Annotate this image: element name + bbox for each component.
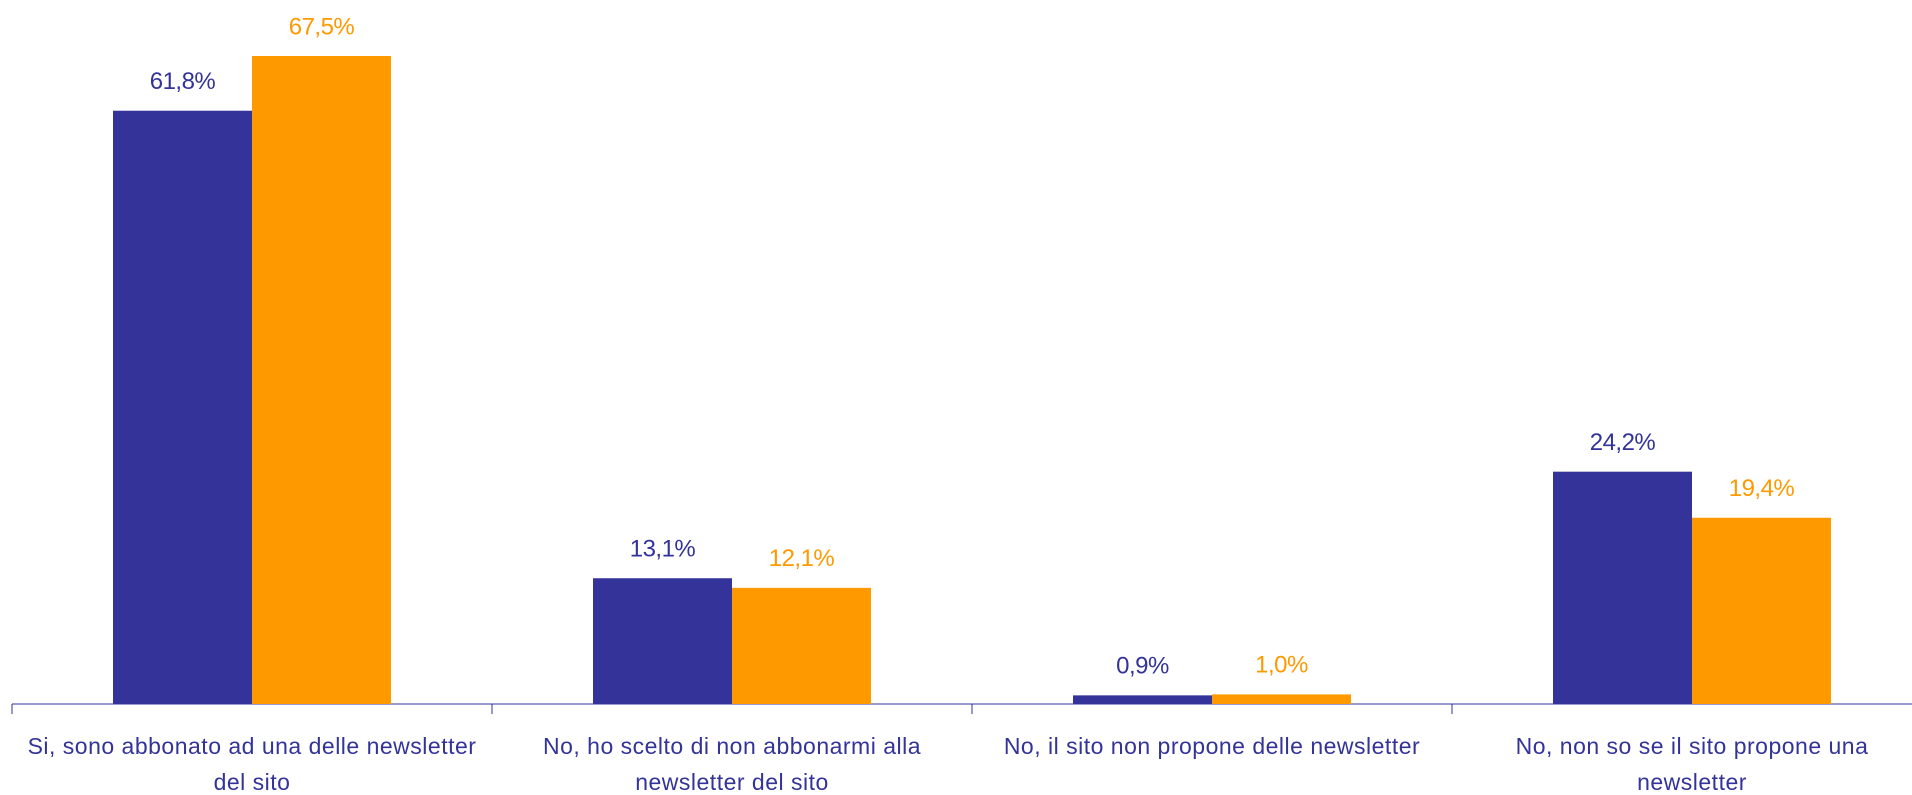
- data-label: 12,1%: [769, 545, 835, 572]
- data-label: 19,4%: [1729, 475, 1795, 502]
- data-label: 61,8%: [150, 68, 216, 95]
- bar: [1553, 471, 1692, 704]
- bar: [113, 110, 252, 705]
- x-tick-label: No, ho scelto di non abbonarmi alla news…: [542, 733, 922, 795]
- bar: [1692, 517, 1831, 704]
- bar: [1212, 694, 1351, 704]
- x-tick-label: No, non so se il sito propone una newsle…: [1515, 733, 1869, 795]
- bar: [1073, 695, 1212, 704]
- bar: [732, 587, 871, 704]
- data-label: 24,2%: [1590, 429, 1656, 456]
- x-tick-label: No, il sito non propone delle newsletter: [1003, 733, 1421, 759]
- data-label: 67,5%: [289, 13, 355, 40]
- bar: [593, 578, 732, 704]
- data-label: 0,9%: [1116, 653, 1169, 680]
- data-label: 1,0%: [1255, 652, 1308, 679]
- bar: [252, 56, 391, 704]
- x-tick-label: Si, sono abbonato ad una delle newslette…: [27, 733, 477, 795]
- data-label: 13,1%: [630, 536, 696, 563]
